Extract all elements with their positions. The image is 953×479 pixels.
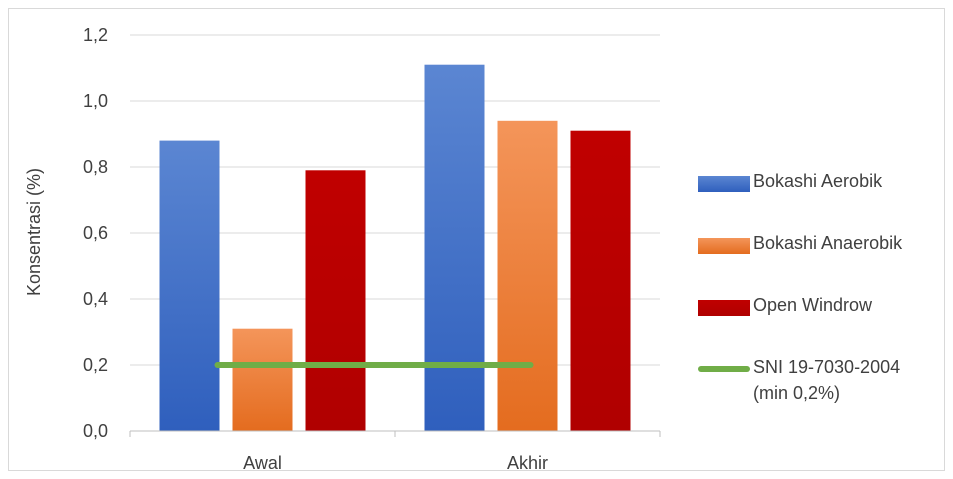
legend-label: SNI 19-7030-2004 (min 0,2%)	[753, 357, 901, 403]
legend-label: Open Windrow	[753, 295, 873, 315]
bar	[570, 130, 631, 431]
y-tick-label: 1,2	[83, 25, 108, 45]
y-tick-label: 0,8	[83, 157, 108, 177]
y-tick-label: 0,2	[83, 355, 108, 375]
bar	[232, 328, 293, 431]
bar	[497, 120, 558, 432]
legend-item: Open Windrow	[698, 292, 948, 354]
legend-label: Bokashi Anaerobik	[753, 233, 903, 253]
legend-swatch	[698, 238, 750, 254]
y-tick-label: 0,6	[83, 223, 108, 243]
bar	[159, 140, 220, 431]
bar	[424, 64, 485, 431]
y-tick-label: 1,0	[83, 91, 108, 111]
legend: Bokashi Aerobik Bokashi Anaerobik Open Win…	[698, 168, 948, 416]
bar	[305, 170, 366, 432]
legend-item: SNI 19-7030-2004 (min 0,2%)	[698, 354, 948, 416]
legend-swatch	[698, 300, 750, 316]
legend-label: Bokashi Aerobik	[753, 171, 883, 191]
legend-swatch	[698, 176, 750, 192]
legend-item: Bokashi Anaerobik	[698, 230, 948, 292]
y-axis-label: Konsentrasi (%)	[24, 168, 44, 296]
x-tick-label: Akhir	[507, 453, 548, 473]
x-tick-label: Awal	[243, 453, 282, 473]
y-tick-label: 0,4	[83, 289, 108, 309]
legend-swatch	[698, 366, 750, 372]
y-tick-label: 0,0	[83, 421, 108, 441]
legend-item: Bokashi Aerobik	[698, 168, 948, 230]
